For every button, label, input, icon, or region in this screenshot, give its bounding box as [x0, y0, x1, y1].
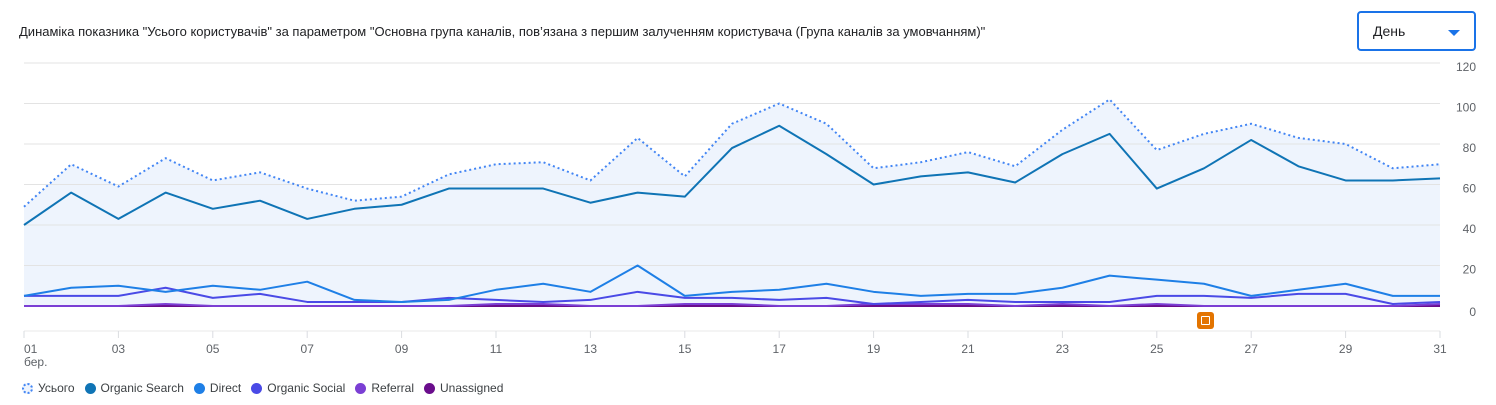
annotation-icon[interactable] — [1197, 312, 1214, 329]
total-area-fill — [24, 99, 1440, 306]
x-tick-label: 23 — [1056, 342, 1070, 356]
granularity-dropdown[interactable]: День — [1357, 11, 1476, 51]
legend-label: Organic Social — [267, 381, 346, 395]
legend-dot-icon — [84, 382, 96, 394]
legend-item[interactable]: Organic Search — [84, 381, 184, 395]
legend-item[interactable]: Direct — [193, 381, 242, 395]
y-tick-label: 0 — [1469, 305, 1476, 319]
x-tick-label: 31 — [1433, 342, 1447, 356]
legend-item[interactable]: Organic Social — [251, 381, 345, 395]
x-tick-label: 19 — [867, 342, 881, 356]
y-tick-label: 60 — [1463, 182, 1477, 196]
y-tick-label: 100 — [1456, 101, 1476, 115]
x-tick-label: 21 — [961, 342, 975, 356]
x-tick-label: 27 — [1245, 342, 1259, 356]
granularity-selected: День — [1373, 23, 1406, 39]
y-tick-label: 40 — [1463, 222, 1477, 236]
legend-dot-icon — [22, 382, 33, 394]
chart-legend: Усього Organic Search Direct Organic Social… — [22, 381, 503, 395]
legend-label: Referral — [371, 381, 414, 395]
legend-label: Direct — [209, 381, 242, 395]
chart-title: Динаміка показника "Усього користувачів"… — [19, 24, 986, 39]
series-line-усього — [23, 98, 1441, 208]
legend-label: Усього — [38, 381, 75, 395]
x-tick-label: 17 — [773, 342, 787, 356]
legend-dot-icon — [424, 382, 435, 394]
legend-label: Unassigned — [440, 381, 504, 395]
x-tick-label: 25 — [1150, 342, 1164, 356]
legend-item[interactable]: Unassigned — [424, 381, 503, 395]
legend-dot-icon — [355, 382, 367, 394]
x-tick-label: 09 — [395, 342, 409, 356]
legend-dot-icon — [251, 382, 263, 394]
legend-label: Organic Search — [100, 381, 184, 395]
series-line-organic-social — [24, 286, 1441, 305]
x-tick-label: 07 — [301, 342, 315, 356]
legend-item[interactable]: Referral — [355, 381, 414, 395]
x-tick-label: 05 — [206, 342, 220, 356]
legend-dot-icon — [193, 382, 205, 394]
legend-item[interactable]: Усього — [22, 381, 75, 395]
y-tick-label: 120 — [1456, 60, 1476, 74]
y-tick-label: 80 — [1463, 141, 1477, 155]
y-tick-label: 20 — [1463, 263, 1477, 277]
x-tick-label: 01 — [24, 342, 38, 356]
caret-down-icon — [1448, 30, 1460, 36]
series-line-organic-search — [23, 124, 1441, 226]
x-tick-label: 15 — [678, 342, 692, 356]
series-line-direct — [23, 264, 1440, 303]
x-tick-label: 03 — [112, 342, 126, 356]
series-line-referral — [24, 302, 1441, 307]
x-tick-label: 11 — [490, 342, 503, 356]
x-tick-label: 13 — [584, 342, 598, 356]
x-tick-label: 29 — [1339, 342, 1353, 356]
x-sublabel: бер. — [24, 355, 47, 369]
